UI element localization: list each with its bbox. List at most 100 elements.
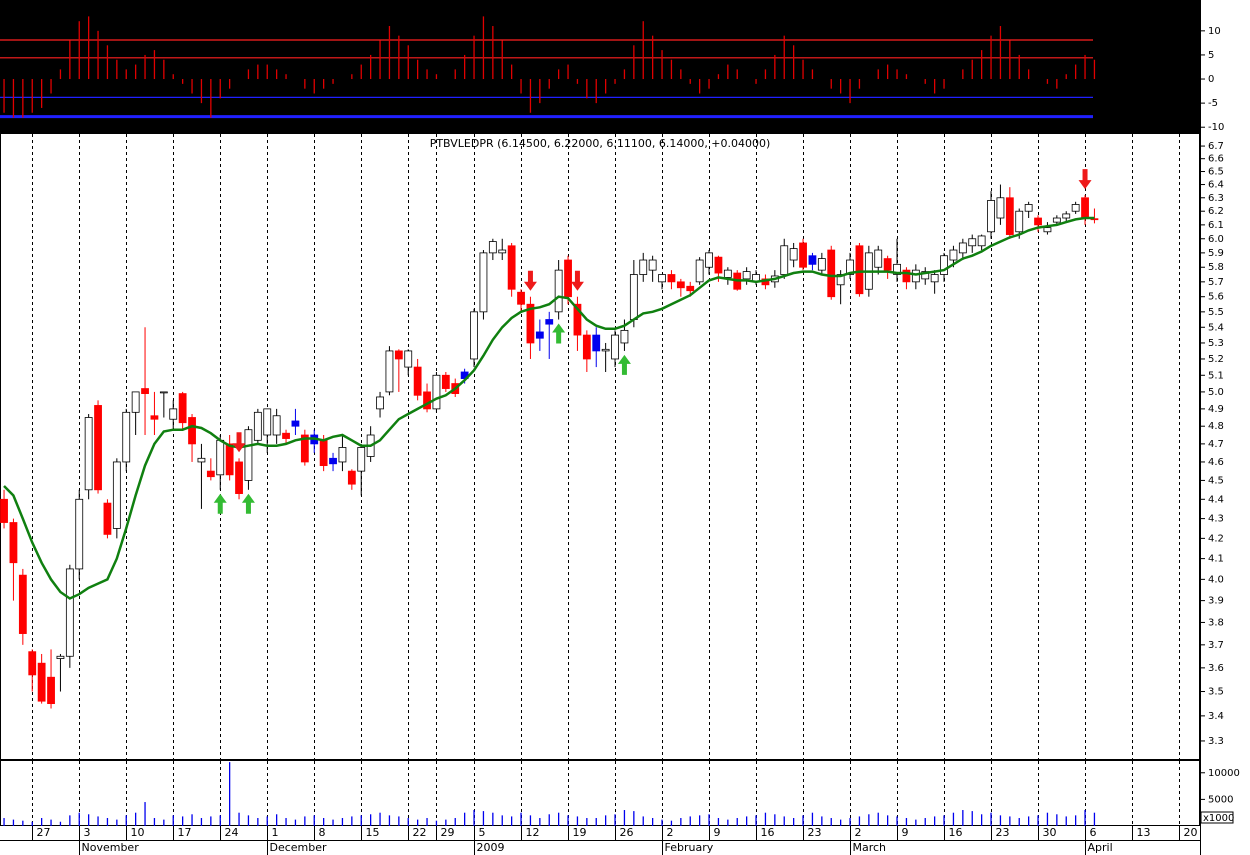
candle-body bbox=[338, 447, 347, 463]
volume-panel bbox=[0, 760, 1200, 826]
candle-body bbox=[413, 366, 422, 396]
buy-arrow bbox=[241, 493, 255, 514]
candle-body bbox=[347, 470, 356, 485]
candle-body bbox=[676, 281, 685, 289]
candle-body bbox=[216, 439, 225, 476]
x-tick-label: 15 bbox=[366, 826, 380, 839]
y-tick-label: 5.5 bbox=[1208, 307, 1224, 318]
candle-body bbox=[714, 256, 723, 274]
candle-body bbox=[131, 391, 140, 413]
candle-body bbox=[103, 502, 112, 535]
x-tick-label: 9 bbox=[902, 826, 909, 839]
x-tick-label: 10 bbox=[131, 826, 145, 839]
candle-body bbox=[808, 255, 817, 265]
y-tick-label: 4.0 bbox=[1208, 574, 1224, 585]
candle-body bbox=[1062, 213, 1071, 219]
candle-body bbox=[592, 334, 601, 352]
y-tick-label: 4.4 bbox=[1208, 494, 1224, 505]
moving-average bbox=[3, 216, 1095, 600]
candle-body bbox=[263, 408, 272, 436]
x-tick-label: 23 bbox=[808, 826, 822, 839]
candle-body bbox=[159, 391, 168, 394]
y-tick-label: 3.5 bbox=[1208, 687, 1224, 698]
y-tick-label: 6.3 bbox=[1208, 193, 1224, 204]
candle-body bbox=[629, 274, 638, 320]
candle-body bbox=[517, 291, 525, 305]
unit-box bbox=[1200, 811, 1234, 824]
candle-body bbox=[902, 269, 911, 283]
candle-body bbox=[1043, 227, 1052, 233]
x-tick-label: 30 bbox=[1043, 826, 1057, 839]
candle-body bbox=[639, 259, 648, 275]
buy-arrow bbox=[552, 323, 566, 344]
candle-body bbox=[705, 252, 713, 268]
candle-body bbox=[893, 263, 901, 275]
candle-body bbox=[535, 331, 544, 339]
candle-body bbox=[507, 245, 516, 290]
candle-body bbox=[1071, 204, 1080, 212]
y-tick-label: 3.4 bbox=[1208, 711, 1224, 722]
candle-body bbox=[376, 396, 384, 410]
candle-body bbox=[432, 374, 441, 410]
y-tick-label: 6.6 bbox=[1208, 154, 1224, 165]
y-tick-label: 3.7 bbox=[1208, 640, 1224, 651]
candle-body bbox=[122, 411, 131, 463]
y-tick-label: 6.1 bbox=[1208, 220, 1224, 231]
price-panel bbox=[0, 133, 1200, 760]
buy-arrow bbox=[213, 493, 227, 514]
candle-body bbox=[695, 259, 704, 283]
y-tick-label: 4.5 bbox=[1208, 475, 1224, 486]
candle-body bbox=[883, 258, 892, 271]
candle-body bbox=[921, 271, 930, 280]
candle-body bbox=[827, 249, 836, 298]
candle-body bbox=[968, 238, 977, 247]
candle-body bbox=[996, 197, 1005, 219]
y-tick-label: 4.3 bbox=[1208, 514, 1224, 525]
candle-body bbox=[169, 408, 178, 420]
x-tick-label: 17 bbox=[178, 826, 192, 839]
candle-body bbox=[319, 439, 328, 467]
sell-arrow bbox=[570, 270, 584, 291]
candle-body bbox=[253, 411, 262, 441]
x-tick-label: 29 bbox=[441, 826, 455, 839]
x-tick-label: 5 bbox=[479, 826, 486, 839]
month-label: 2009 bbox=[477, 841, 505, 854]
y-tick-label: 10000 bbox=[1208, 768, 1240, 779]
candle-body bbox=[178, 393, 187, 424]
candle-body bbox=[244, 429, 253, 481]
y-tick-label: 4.6 bbox=[1208, 457, 1224, 468]
candle-body bbox=[0, 498, 8, 523]
unit-label: x1000 bbox=[1203, 813, 1234, 824]
month-label: April bbox=[1088, 841, 1113, 854]
y-tick-label: 3.8 bbox=[1208, 617, 1224, 628]
candle-body bbox=[150, 415, 159, 420]
candle-body bbox=[836, 274, 845, 286]
candle-body bbox=[291, 420, 300, 427]
candle-body bbox=[582, 334, 591, 360]
sell-arrow bbox=[523, 270, 537, 291]
x-tick-label: 1 bbox=[272, 826, 279, 839]
candle-body bbox=[874, 249, 883, 268]
candle-body bbox=[686, 285, 695, 292]
y-tick-label: 5.8 bbox=[1208, 262, 1224, 273]
month-label: February bbox=[665, 841, 714, 854]
y-tick-label: 6.5 bbox=[1208, 167, 1224, 178]
candle-body bbox=[47, 676, 55, 705]
candle-body bbox=[18, 574, 27, 634]
y-tick-label: 10 bbox=[1208, 26, 1221, 37]
candle-body bbox=[855, 245, 864, 295]
candle-body bbox=[911, 269, 920, 283]
candle-body bbox=[1081, 197, 1089, 219]
candle-body bbox=[84, 417, 93, 491]
x-tick-label: 3 bbox=[84, 826, 91, 839]
y-tick-label: 5.7 bbox=[1208, 277, 1224, 288]
candle-body bbox=[282, 432, 290, 439]
candle-body bbox=[197, 457, 206, 463]
candle-body bbox=[930, 274, 939, 283]
x-tick-label: 2 bbox=[855, 826, 862, 839]
candle-body bbox=[272, 415, 281, 436]
candle-body bbox=[1052, 217, 1061, 223]
candle-body bbox=[611, 334, 619, 360]
candle-body bbox=[573, 303, 582, 336]
candle-body bbox=[658, 274, 666, 283]
